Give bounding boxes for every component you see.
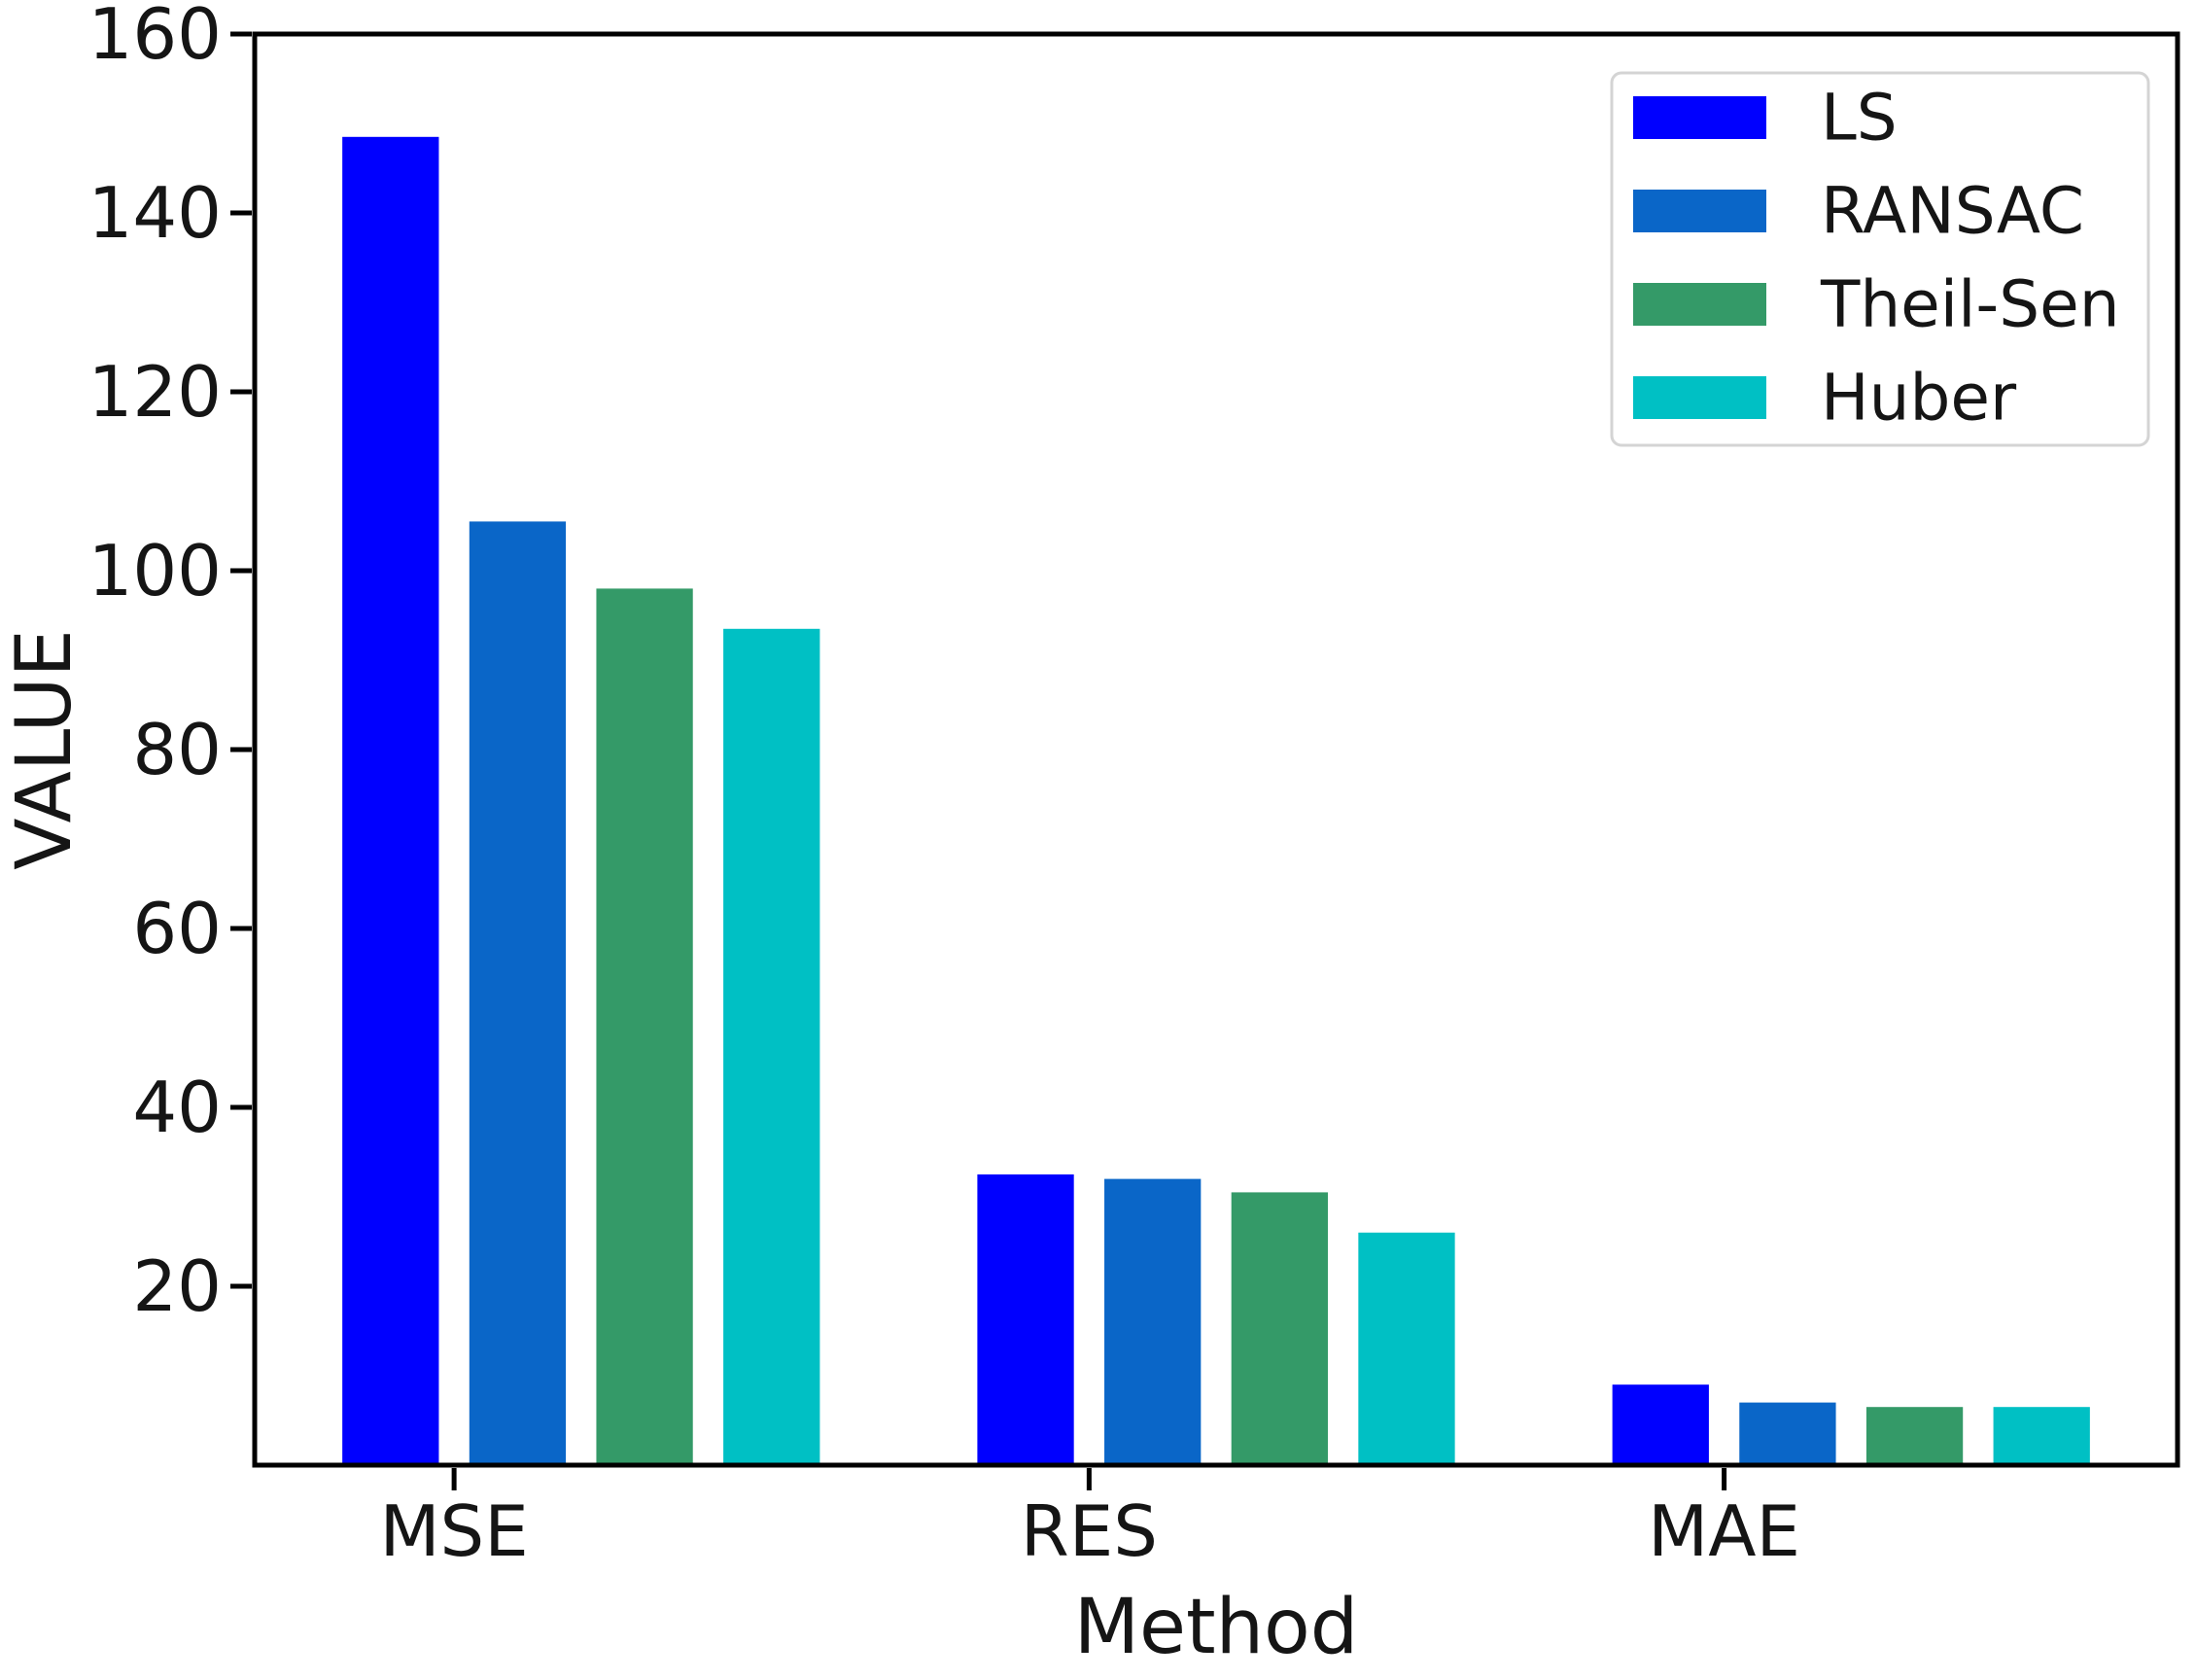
legend-swatch-Theil-Sen (1633, 283, 1766, 326)
bar-MAE-RANSAC (1739, 1402, 1836, 1465)
bar-RES-Huber (1358, 1232, 1455, 1465)
legend-swatch-LS (1633, 96, 1766, 139)
plot-spines (252, 31, 2180, 1468)
axes-layer: 20 40 60 80 100 120 140 160 MSE RES MAE (88, 0, 2180, 1572)
bar-MAE-Theil-Sen (1865, 1407, 1964, 1465)
y-tick-label: 140 (88, 172, 222, 254)
y-tick-label: 60 (132, 888, 222, 969)
bar-MAE-LS (1612, 1384, 1709, 1465)
bar-RES-RANSAC (1104, 1178, 1202, 1465)
legend-label-RANSAC: RANSAC (1821, 174, 2084, 249)
x-tick-label-MAE: MAE (1648, 1490, 1800, 1572)
y-tick-label: 80 (132, 709, 222, 790)
bar-MSE-Theil-Sen (596, 588, 693, 1465)
legend-label-Theil-Sen: Theil-Sen (1820, 267, 2120, 342)
bar-MSE-Huber (723, 628, 820, 1465)
y-tick-label: 120 (88, 351, 222, 433)
legend-label-Huber: Huber (1821, 361, 2017, 436)
y-tick-label: 40 (132, 1067, 222, 1148)
bar-RES-LS (977, 1174, 1074, 1465)
legend-box (1610, 71, 2150, 447)
legend-swatch-Huber (1633, 376, 1766, 419)
x-tick-label-MSE: MSE (379, 1490, 528, 1572)
bar-MSE-RANSAC (469, 521, 567, 1465)
legend-label-LS: LS (1821, 81, 1898, 156)
x-tick-label-RES: RES (1021, 1490, 1158, 1572)
y-tick-label: 20 (132, 1245, 222, 1327)
bar-MSE-LS (342, 136, 439, 1465)
y-tick-label: 160 (88, 0, 222, 75)
x-axis-label: Method (1074, 1584, 1359, 1671)
y-tick-label: 100 (88, 530, 222, 612)
bar-RES-Theil-Sen (1231, 1192, 1328, 1465)
bar-MAE-Huber (1993, 1407, 2090, 1465)
legend-swatch-RANSAC (1633, 190, 1766, 232)
bars-layer (342, 136, 2090, 1465)
legend: LS RANSAC Theil-Sen Huber (1610, 71, 2150, 447)
y-axis-label: VALUE (1, 629, 88, 870)
